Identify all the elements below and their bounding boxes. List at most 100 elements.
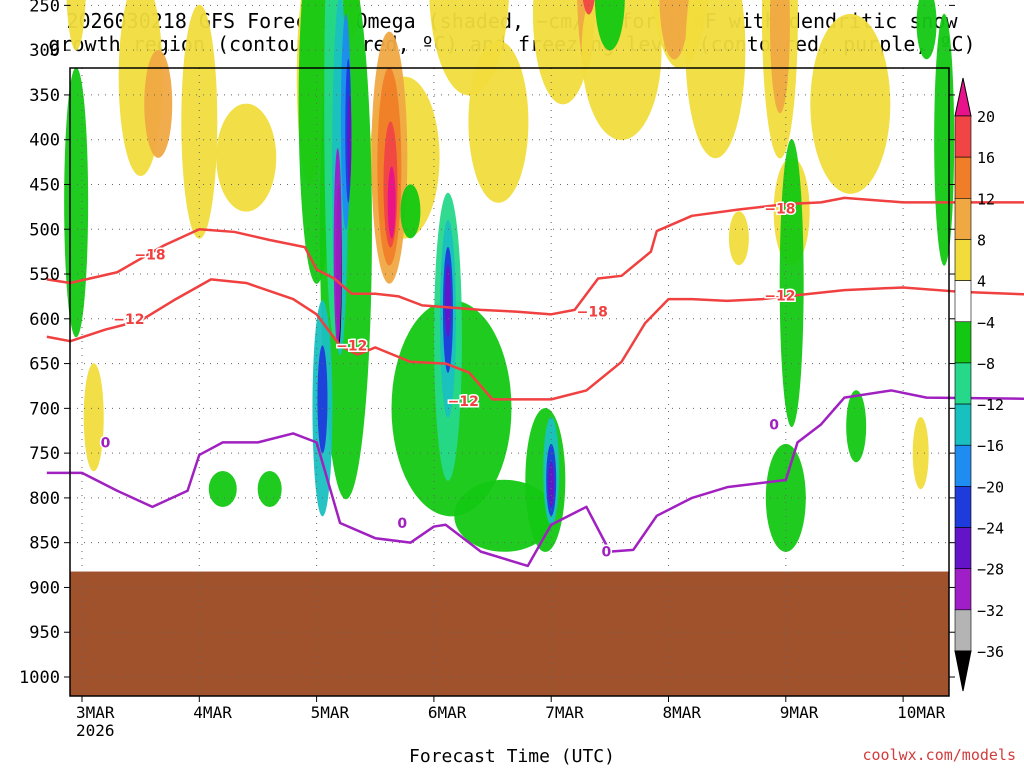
contour-label: −12 [448,394,479,410]
contour-label: −18 [577,305,608,321]
contour-label: −12 [764,289,795,305]
omega-shade-blob [685,0,746,159]
omega-shade-blob [659,0,690,60]
y-tick-label: 900 [29,578,60,598]
omega-shade-blob [208,470,237,507]
omega-shade-blob [468,40,529,203]
x-tick-label: 8MAR [663,703,702,722]
omega-shade-blob [912,417,929,490]
isotherm-minus12-contour [46,278,1024,401]
colorbar-segment [954,568,972,611]
omega-shade-blob [846,390,867,463]
terrain-below-ground [70,571,949,696]
colorbar-segment [954,403,972,446]
y-tick-label: 850 [29,534,60,554]
omega-shade-blob [582,0,595,15]
omega-shade-blob [257,470,282,507]
colorbar-label: −24 [977,520,1004,538]
colorbar-segment [954,115,972,158]
x-tick-label: 7MAR [545,703,584,722]
contour-label: −12 [336,339,367,355]
freezing-level-contour [46,389,1024,568]
credit-text[interactable]: coolwx.com/models [862,746,1016,764]
omega-shade-blob [387,166,396,239]
omega-shade-blob [810,13,891,194]
y-tick-label: 400 [29,131,60,151]
colorbar-label: 20 [977,108,995,126]
y-tick-label: 800 [29,489,60,509]
omega-shade-blob [83,363,104,472]
colorbar-segment [954,609,972,652]
y-tick-label: 700 [29,399,60,419]
x-tick-label: 3MAR [76,703,115,722]
colorbar-segment [954,527,972,569]
y-tick-label: 450 [29,175,60,195]
colorbar-label: 8 [977,231,986,249]
colorbar-segment [954,198,972,240]
colorbar-label: −16 [977,437,1004,455]
colorbar-segment [954,486,972,528]
y-tick-label: 500 [29,220,60,240]
omega-shade-blob [765,443,806,552]
colorbar-label: −4 [977,314,995,332]
omega-shade-blob [444,264,451,337]
contour-label: −18 [134,247,165,263]
omega-shade-blob [66,0,86,51]
x-axis-title: Forecast Time (UTC) [409,746,615,767]
colorbar-segment [954,239,972,281]
colorbar-label: 12 [977,190,995,208]
omega-shade-blob [769,0,790,114]
omega-shade-blob [594,0,625,51]
colorbar-bottom-arrow [954,650,972,692]
omega-shade-blob [532,0,593,105]
colorbar-label: −32 [977,602,1004,620]
x-tick-label: 6MAR [428,703,467,722]
omega-shade-blob [548,461,555,507]
colorbar-label: 4 [977,273,986,291]
x-tick-label: 4MAR [193,703,232,722]
contour-label: −18 [764,202,795,218]
x-tick-label: 5MAR [311,703,350,722]
colorbar-segment [954,321,972,364]
colorbar-label: −36 [977,643,1004,661]
contour-label: 0 [397,516,407,532]
colorbar-top-arrow [954,77,972,117]
y-tick-label: 250 [29,0,60,16]
y-tick-label: 300 [29,41,60,61]
colorbar-label: −20 [977,478,1004,496]
contour-label: −12 [113,312,144,328]
colorbar-segment [954,362,972,405]
colorbar-label: 16 [977,149,995,167]
y-tick-label: 950 [29,623,60,643]
omega-shade-blob [317,345,328,454]
plot-frame [69,67,950,697]
y-tick-label: 600 [29,310,60,330]
y-tick-label: 550 [29,265,60,285]
y-tick-label: 1000 [19,668,60,688]
omega-shade-blob [779,138,804,427]
omega-shade-blob [347,94,352,185]
contour-label: 0 [601,545,611,561]
x-tick-sublabel: 2026 [76,721,115,740]
colorbar-label: −28 [977,561,1004,579]
contour-label: 0 [101,435,111,451]
omega-shade-blob [64,67,89,338]
y-tick-label: 650 [29,355,60,375]
x-tick-label: 10MAR [897,703,946,722]
omega-shade-blob [181,4,218,239]
y-tick-label: 750 [29,444,60,464]
isotherm-minus18-contour [46,196,1024,316]
omega-shade-blob [728,211,749,266]
omega-shade-blob [333,148,342,347]
omega-shade-blob [144,49,173,158]
colorbar-segment [954,444,972,487]
contour-label: 0 [769,417,779,433]
omega-shade-blob [216,103,277,212]
colorbar-label: −12 [977,396,1004,414]
colorbar-segment [954,280,972,323]
x-tick-label: 9MAR [780,703,819,722]
omega-shade-blob [400,184,421,239]
colorbar-label: −8 [977,355,995,373]
colorbar-segment [954,156,972,199]
